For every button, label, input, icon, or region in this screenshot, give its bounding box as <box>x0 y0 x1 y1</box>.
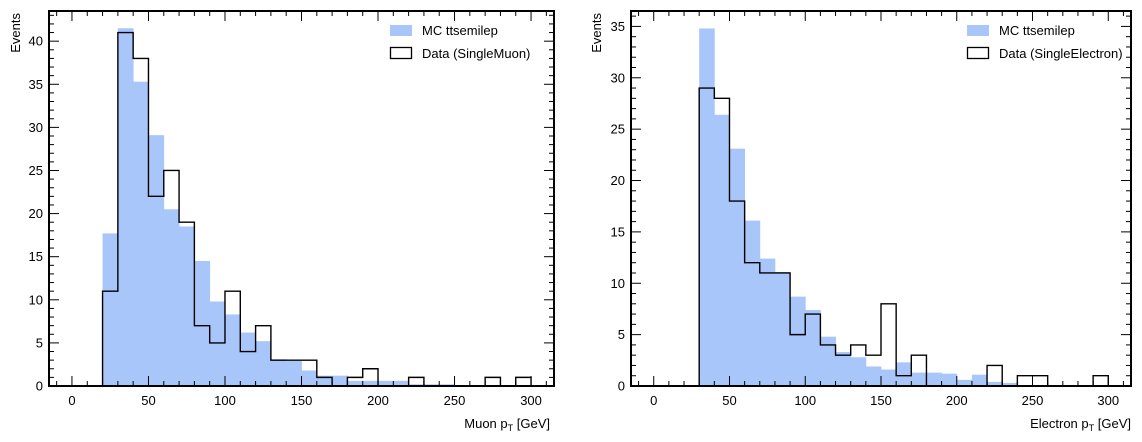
x-tick-label: 300 <box>1097 393 1119 408</box>
mc-bar <box>209 301 226 386</box>
mc-bars <box>699 28 1018 386</box>
y-tick-label: 35 <box>611 19 625 34</box>
y-tick-label: 5 <box>618 327 625 342</box>
x-tick-label: 50 <box>722 393 736 408</box>
mc-bar <box>148 135 165 386</box>
legend-swatch-data <box>966 46 990 60</box>
mc-bar <box>163 209 180 386</box>
mc-bar <box>179 226 195 386</box>
data-step-line <box>653 87 1109 387</box>
x-axis-label: Electron pT [GeV] <box>1030 416 1131 433</box>
y-axis-label: Events <box>589 13 604 53</box>
x-tick-label: 200 <box>946 393 968 408</box>
mc-bar <box>744 220 761 386</box>
mc-bar <box>835 352 852 386</box>
y-tick-label: 5 <box>36 335 43 350</box>
mc-bar <box>286 361 302 386</box>
y-tick-label: 0 <box>36 379 43 394</box>
y-tick-label: 10 <box>29 292 43 307</box>
legend: MC ttsemilep Data (SingleElectron) <box>966 23 1123 61</box>
y-axis-label: Events <box>8 13 23 53</box>
legend-label-data: Data (SingleMuon) <box>422 46 530 61</box>
mc-bar <box>224 314 241 386</box>
mc-bar <box>956 379 973 386</box>
mc-bar <box>759 258 776 386</box>
y-tick-label: 10 <box>611 276 625 291</box>
mc-bar <box>774 271 791 386</box>
y-tick-label: 0 <box>618 379 625 394</box>
mc-bar <box>133 81 149 387</box>
mc-bar <box>378 380 394 386</box>
mc-bar <box>699 28 715 386</box>
y-tick-label: 30 <box>611 70 625 85</box>
mc-bar <box>971 374 988 386</box>
mc-bar <box>911 372 927 386</box>
legend-label-mc: MC ttsemilep <box>422 23 498 38</box>
mc-bar <box>347 380 364 386</box>
mc-bar <box>881 369 897 386</box>
x-tick-label: 150 <box>870 393 892 408</box>
mc-bar <box>362 380 379 386</box>
x-tick-label: 50 <box>141 393 155 408</box>
y-tick-label: 15 <box>29 249 43 264</box>
legend-swatch-mc <box>967 25 989 36</box>
y-tick-label: 25 <box>29 163 43 178</box>
mc-bar <box>240 332 256 386</box>
mc-bar <box>805 309 821 386</box>
chart-panel-2: 0 50 100 150 200 250 300 0 5 10 15 20 25 30 35 Events El… <box>589 10 1132 433</box>
x-tick-label: 300 <box>520 393 542 408</box>
x-tick-label: 100 <box>794 393 816 408</box>
mc-bar <box>987 381 1003 386</box>
x-axis-label: Muon pT [GeV] <box>464 416 550 433</box>
legend-label-data: Data (SingleElectron) <box>999 46 1123 61</box>
y-tick-label: 35 <box>29 77 43 92</box>
mc-bar <box>316 375 333 386</box>
mc-bars <box>102 28 455 387</box>
mc-bar <box>729 148 746 386</box>
legend-swatch-mc <box>390 25 412 36</box>
mc-bar <box>865 366 882 386</box>
mc-bar <box>301 370 318 386</box>
x-tick-label: 0 <box>650 393 657 408</box>
legend: MC ttsemilep Data (SingleMuon) <box>389 23 530 61</box>
y-tick-label: 40 <box>29 34 43 49</box>
x-tick-label: 200 <box>367 393 389 408</box>
legend-swatch-data <box>389 46 413 60</box>
mc-bar <box>270 359 287 386</box>
mc-bar <box>850 357 867 386</box>
x-tick-label: 150 <box>291 393 313 408</box>
mc-bar <box>332 375 348 386</box>
x-tick-label: 250 <box>1022 393 1044 408</box>
y-tick-label: 25 <box>611 122 625 137</box>
y-tick-label: 30 <box>29 120 43 135</box>
mc-bar <box>194 261 211 386</box>
mc-bar <box>1002 382 1018 386</box>
y-tick-label: 20 <box>29 206 43 221</box>
mc-bar <box>926 372 943 386</box>
x-tick-label: 0 <box>68 393 75 408</box>
mc-bar <box>393 380 410 386</box>
x-tick-label: 250 <box>444 393 466 408</box>
mc-bar <box>896 362 912 386</box>
mc-bar <box>820 336 836 386</box>
chart-panel-1: 0 50 100 150 200 250 300 0 5 10 15 20 25 30 35 40 Events… <box>8 10 555 433</box>
mc-bar <box>102 233 119 386</box>
x-tick-label: 100 <box>214 393 236 408</box>
y-tick-label: 15 <box>611 224 625 239</box>
mc-bar <box>117 28 134 386</box>
mc-bar <box>714 114 730 386</box>
mc-bar <box>255 341 272 386</box>
y-tick-label: 20 <box>611 173 625 188</box>
legend-label-mc: MC ttsemilep <box>999 23 1075 38</box>
mc-bar <box>790 296 806 386</box>
mc-bar <box>941 373 958 386</box>
